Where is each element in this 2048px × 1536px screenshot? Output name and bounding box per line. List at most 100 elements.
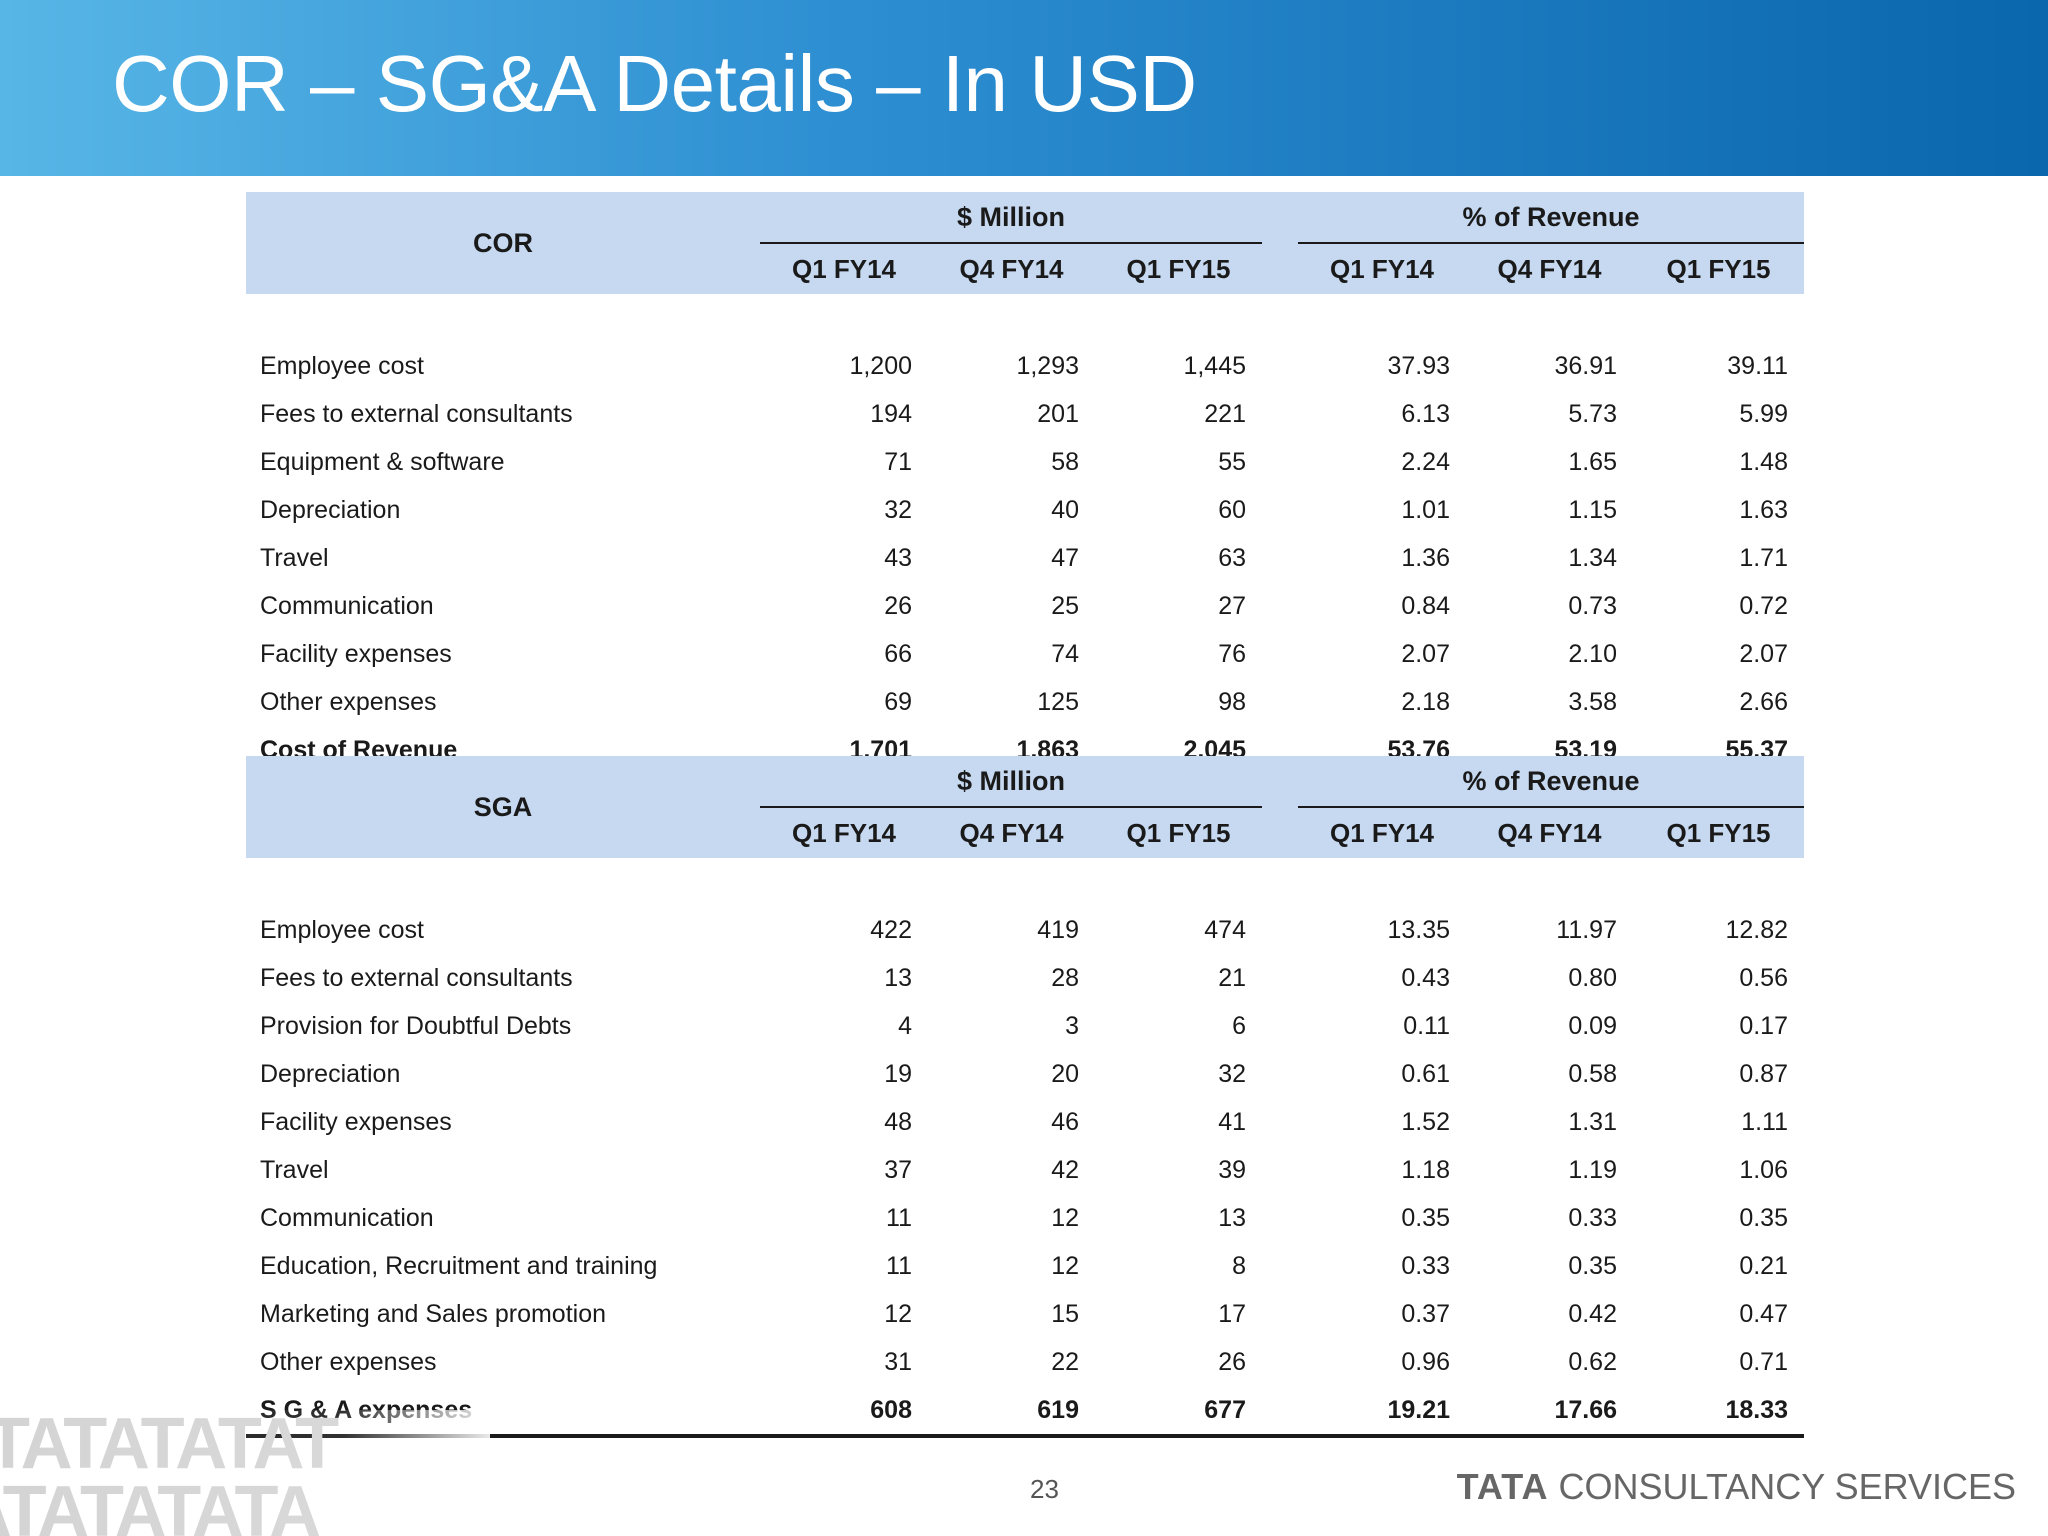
million-value-cell: 37 [884,1155,912,1184]
company-logo: TATA CONSULTANCY SERVICES [1457,1466,2016,1508]
cor-col-q1fy14-million: Q1 FY14 [760,242,928,294]
million-value-cell: 28 [1051,963,1079,992]
cor-table: COR $ Million % of Revenue Q1 FY14 Q4 FY… [246,192,1804,778]
percent-value-cell: 5.73 [1568,399,1617,428]
percent-value-cell: 0.42 [1568,1299,1617,1328]
percent-value-cell: 0.72 [1739,591,1788,620]
cor-col-q4fy14-percent: Q4 FY14 [1466,242,1633,294]
cor-col-q1fy15-percent: Q1 FY15 [1633,242,1804,294]
column-gap [1262,486,1298,534]
million-value-cell: 221 [1204,399,1246,428]
header-spacer [246,294,1804,342]
million-value-cell: 40 [1051,495,1079,524]
cor-col-q1fy15-million: Q1 FY15 [1095,242,1262,294]
column-gap [1262,678,1298,726]
million-value-cell: 4 [898,1011,912,1040]
row-label: Communication [260,591,434,620]
million-value-cell: 32 [884,495,912,524]
table-row: Education, Recruitment and training 11 12 8… [246,1242,1804,1290]
row-label: Facility expenses [260,639,452,668]
column-gap [1262,1194,1298,1242]
row-label: Equipment & software [260,447,505,476]
header-spacer [246,858,1804,906]
percent-value-cell: 0.87 [1739,1059,1788,1088]
million-value-cell: 42 [1051,1155,1079,1184]
row-label: Employee cost [260,915,424,944]
table-row: Employee cost 422 419 474 13.35 11.97 12.82 [246,906,1804,954]
cor-col-q4fy14-million: Q4 FY14 [928,242,1095,294]
percent-value-cell: 39.11 [1727,351,1788,380]
million-value-cell: 474 [1204,915,1246,944]
sga-col-q1fy14-million: Q1 FY14 [760,806,928,858]
million-value-cell: 26 [884,591,912,620]
column-gap [1262,534,1298,582]
percent-value-cell: 11.97 [1556,915,1617,944]
table-row: Travel 43 47 63 1.36 1.34 1.71 [246,534,1804,582]
million-value-cell: 25 [1051,591,1079,620]
percent-value-cell: 1.71 [1739,543,1788,572]
page-number: 23 [1030,1474,1059,1504]
table-row: Depreciation 19 20 32 0.61 0.58 0.87 [246,1050,1804,1098]
percent-value-cell: 1.18 [1401,1155,1450,1184]
row-label: Marketing and Sales promotion [260,1299,607,1328]
sga-col-q1fy15-percent: Q1 FY15 [1633,806,1804,858]
million-value-cell: 6 [1232,1011,1246,1040]
sga-col-q1fy15-million: Q1 FY15 [1095,806,1262,858]
million-value-cell: 39 [1218,1155,1246,1184]
million-value-cell: 22 [1051,1347,1079,1376]
million-value-cell: 21 [1218,963,1246,992]
column-gap [1262,390,1298,438]
tata-pattern-graphic: TATATATAT ATATATATA [0,1410,490,1536]
million-value-cell: 1,293 [1016,351,1079,380]
percent-value-cell: 0.11 [1403,1011,1450,1040]
percent-value-cell: 0.47 [1739,1299,1788,1328]
million-value-cell: 20 [1051,1059,1079,1088]
million-value-cell: 43 [884,543,912,572]
million-value-cell: 201 [1037,399,1079,428]
million-value-cell: 27 [1218,591,1246,620]
million-value-cell: 41 [1218,1107,1246,1136]
million-value-cell: 3 [1065,1011,1079,1040]
percent-value-cell: 1.48 [1739,447,1788,476]
percent-value-cell: 0.61 [1401,1059,1450,1088]
million-value-cell: 11 [886,1251,912,1280]
percent-value-cell: 19.21 [1298,1386,1466,1438]
percent-value-cell: 2.66 [1739,687,1788,716]
percent-value-cell: 1.15 [1568,495,1617,524]
table-row: Facility expenses 48 46 41 1.52 1.31 1.11 [246,1098,1804,1146]
million-value-cell: 63 [1218,543,1246,572]
million-value-cell: 55 [1218,447,1246,476]
column-gap [1262,1146,1298,1194]
row-label: Fees to external consultants [260,399,573,428]
cor-col-q1fy14-percent: Q1 FY14 [1298,242,1466,294]
table-row: Provision for Doubtful Debts 4 3 6 0.11 0.09 0… [246,1002,1804,1050]
column-gap [1262,1290,1298,1338]
percent-value-cell: 1.31 [1568,1107,1617,1136]
percent-value-cell: 17.66 [1466,1386,1633,1438]
table-row: Marketing and Sales promotion 12 15 17 0.37 0… [246,1290,1804,1338]
million-value-cell: 194 [870,399,912,428]
percent-value-cell: 0.17 [1739,1011,1788,1040]
percent-value-cell: 5.99 [1739,399,1788,428]
million-value-cell: 8 [1232,1251,1246,1280]
percent-value-cell: 1.06 [1739,1155,1788,1184]
percent-value-cell: 2.07 [1739,639,1788,668]
sga-col-q4fy14-percent: Q4 FY14 [1466,806,1633,858]
row-label: Travel [260,1155,329,1184]
percent-value-cell: 18.33 [1633,1386,1804,1438]
million-value-cell: 13 [1218,1203,1246,1232]
sga-corner-label: SGA [246,756,760,858]
million-value-cell: 619 [928,1386,1095,1438]
million-value-cell: 12 [884,1299,912,1328]
tata-pattern-watermark: TATATATAT ATATATATA [0,1410,490,1536]
row-label: Other expenses [260,1347,437,1376]
column-gap [1262,807,1298,858]
million-value-cell: 58 [1051,447,1079,476]
column-gap [1262,756,1298,807]
percent-value-cell: 6.13 [1401,399,1450,428]
row-label: Depreciation [260,1059,401,1088]
sga-group-percent: % of Revenue [1298,756,1804,807]
cor-group-million: $ Million [760,192,1262,243]
million-value-cell: 422 [870,915,912,944]
percent-value-cell: 1.11 [1741,1107,1788,1136]
